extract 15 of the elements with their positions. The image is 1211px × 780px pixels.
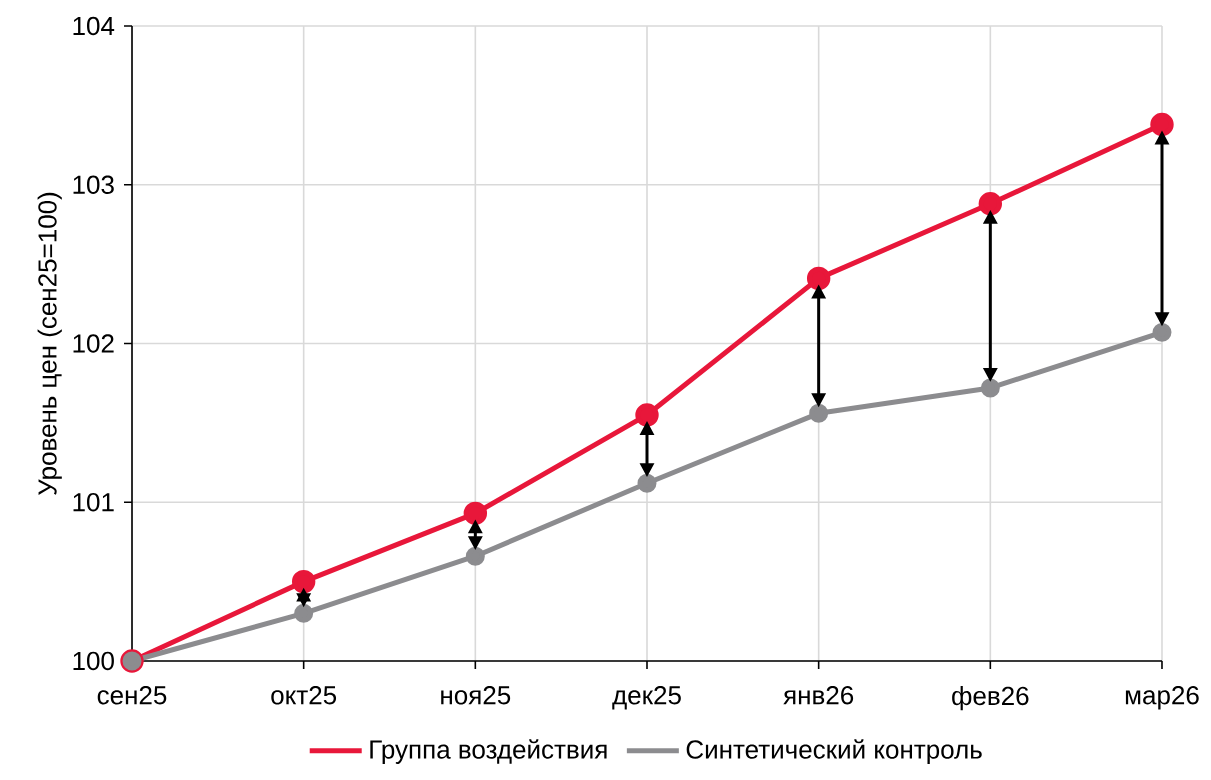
x-tick-label: фев26 bbox=[952, 686, 1029, 711]
legend-label: Синтетический контроль bbox=[686, 739, 982, 764]
x-tick-label: окт25 bbox=[271, 686, 337, 705]
x-tick-label: мар26 bbox=[1125, 686, 1199, 710]
y-tick-label: 104 bbox=[73, 16, 115, 36]
y-axis-title: Уровень цен (сен25=100) bbox=[37, 192, 62, 496]
x-tick-label: сен25 bbox=[97, 686, 167, 705]
y-tick-label: 103 bbox=[73, 175, 114, 194]
y-tick-label: 101 bbox=[73, 493, 114, 512]
x-tick-label: дек25 bbox=[612, 686, 681, 710]
y-tick-label: 100 bbox=[73, 651, 114, 671]
x-tick-label: янв26 bbox=[783, 686, 854, 705]
x-tick-label: ноя25 bbox=[441, 686, 511, 705]
legend-label: Группа воздействия bbox=[370, 739, 607, 764]
y-tick-label: 102 bbox=[73, 334, 114, 353]
